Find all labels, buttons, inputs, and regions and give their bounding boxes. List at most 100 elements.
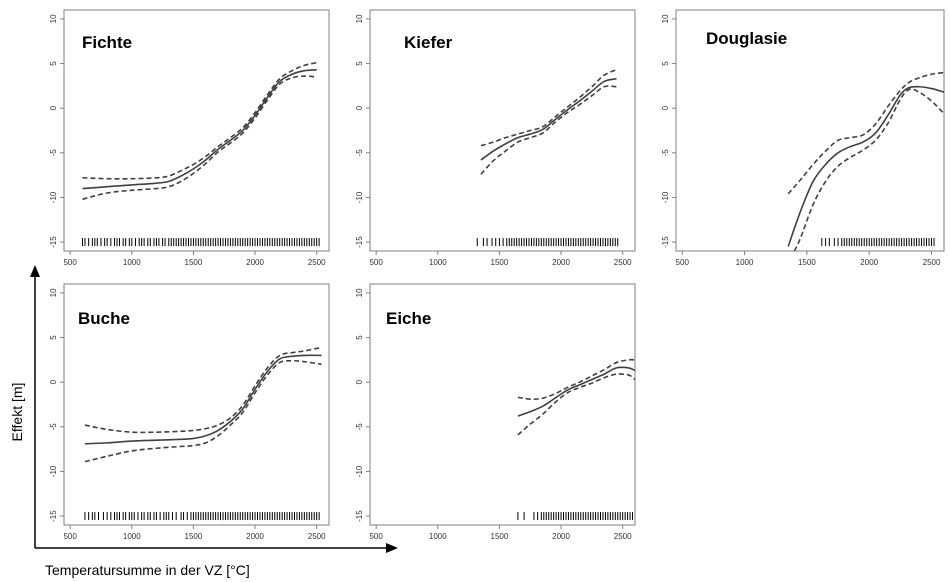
panel-buche: 500 1000 1500 2000 2500 -15 -10 -5 0 5 10 Buche	[49, 283, 330, 541]
effect-curve	[517, 366, 635, 417]
y-tick-label: -15	[355, 236, 364, 248]
panel-title: Douglasie	[706, 29, 787, 48]
panel-title: Buche	[78, 309, 130, 328]
y-tick-label: 5	[661, 61, 670, 66]
x-tick-label: 2000	[552, 258, 570, 267]
confidence-band-lower	[480, 85, 617, 175]
confidence-band-lower	[793, 88, 944, 251]
y-tick-label: -10	[355, 465, 364, 477]
y-tick-label: 5	[355, 61, 364, 66]
effect-curve	[480, 77, 617, 161]
y-tick-label: 5	[49, 61, 58, 66]
panel-title: Eiche	[386, 309, 431, 328]
x-tick-label: 1000	[123, 532, 141, 541]
x-tick-label: 1000	[736, 258, 754, 267]
y-tick-label: -10	[49, 465, 58, 477]
y-tick-label: -10	[49, 191, 58, 203]
x-tick-label: 1500	[491, 258, 509, 267]
rug-plot	[517, 512, 634, 521]
x-tick-label: 1000	[123, 258, 141, 267]
panel-title: Fichte	[82, 33, 132, 52]
y-tick-label: -15	[49, 236, 58, 248]
confidence-band-lower	[517, 373, 635, 436]
x-axis-title: Temperatursumme in der VZ [°C]	[45, 562, 250, 578]
confidence-band-upper	[787, 71, 944, 195]
y-tick-label: -10	[355, 191, 364, 203]
x-tick-label: 2000	[246, 532, 264, 541]
y-tick-label: 0	[661, 105, 670, 110]
y-tick-label: 10	[355, 14, 364, 23]
confidence-band-upper	[82, 61, 317, 180]
x-tick-label: 2000	[246, 258, 264, 267]
y-tick-label: 5	[49, 335, 58, 340]
y-tick-label: 10	[49, 288, 58, 297]
curves	[480, 69, 617, 175]
x-tick-label: 500	[369, 532, 383, 541]
curves	[82, 61, 317, 201]
x-tick-label: 2000	[552, 532, 570, 541]
confidence-band-upper	[517, 358, 635, 400]
x-tick-label: 2500	[923, 258, 941, 267]
y-axis-arrow	[30, 265, 40, 548]
plot-frame	[63, 283, 330, 526]
y-tick-label: 10	[49, 14, 58, 23]
curves	[517, 358, 635, 436]
y-tick-label: -15	[661, 236, 670, 248]
x-tick-label: 1500	[185, 258, 203, 267]
x-tick-label: 2500	[308, 532, 326, 541]
x-tick-label: 500	[63, 258, 77, 267]
y-tick-label: -5	[355, 149, 364, 157]
effect-curve	[787, 85, 944, 247]
y-tick-label: -5	[661, 149, 670, 157]
plot-frame	[63, 9, 330, 252]
confidence-band-upper	[84, 346, 322, 434]
y-tick-label: 5	[355, 335, 364, 340]
x-axis-arrow	[35, 543, 398, 553]
x-tick-label: 1000	[429, 532, 447, 541]
x-tick-label: 2500	[614, 258, 632, 267]
panel-title: Kiefer	[404, 33, 453, 52]
x-tick-label: 1000	[429, 258, 447, 267]
confidence-band-upper	[480, 69, 617, 147]
panel-fichte: 500 1000 1500 2000 2500 -15 -10 -5 0 5 10 Fichte	[49, 9, 330, 267]
y-tick-label: -5	[355, 423, 364, 431]
y-tick-label: 0	[355, 105, 364, 110]
y-tick-label: 0	[355, 379, 364, 384]
x-tick-label: 1500	[185, 532, 203, 541]
x-tick-label: 500	[369, 258, 383, 267]
rug-plot	[476, 238, 619, 247]
plot-frame	[369, 9, 636, 252]
x-tick-label: 2000	[860, 258, 878, 267]
x-tick-label: 500	[676, 258, 690, 267]
x-tick-label: 1500	[491, 532, 509, 541]
y-tick-label: -5	[49, 423, 58, 431]
y-tick-label: 0	[49, 379, 58, 384]
y-tick-label: -5	[49, 149, 58, 157]
rug-plot	[81, 238, 320, 247]
y-tick-label: -15	[49, 510, 58, 522]
y-tick-label: -15	[355, 510, 364, 522]
x-tick-label: 2500	[614, 532, 632, 541]
y-tick-label: 10	[355, 288, 364, 297]
panel-eiche: 500 1000 1500 2000 2500 -15 -10 -5 0 5 10 Eiche	[355, 283, 636, 541]
curves	[787, 71, 944, 251]
x-tick-label: 1500	[798, 258, 816, 267]
plot-frame	[369, 283, 636, 526]
y-axis-title: Effekt [m]	[9, 383, 25, 442]
x-tick-label: 2500	[308, 258, 326, 267]
effect-curve	[82, 69, 317, 190]
effect-curve	[84, 354, 322, 445]
confidence-band-lower	[82, 75, 317, 201]
confidence-band-lower	[84, 359, 322, 463]
y-tick-label: 10	[661, 14, 670, 23]
rug-plot	[84, 512, 320, 521]
x-tick-label: 500	[63, 532, 77, 541]
y-tick-label: -10	[661, 191, 670, 203]
panel-grid: 500 1000 1500 2000 2500-15-10-50510Fichte500…	[49, 9, 945, 541]
rug-plot	[821, 238, 935, 247]
y-tick-label: 0	[49, 105, 58, 110]
panel-kiefer: 500 1000 1500 2000 2500 -15 -10 -5 0 5 10 Kiefer	[355, 9, 636, 267]
curves	[84, 346, 322, 463]
panel-douglasie: 500 1000 1500 2000 2500 -15 -10 -5 0 5 10 Douglasie	[661, 9, 945, 267]
